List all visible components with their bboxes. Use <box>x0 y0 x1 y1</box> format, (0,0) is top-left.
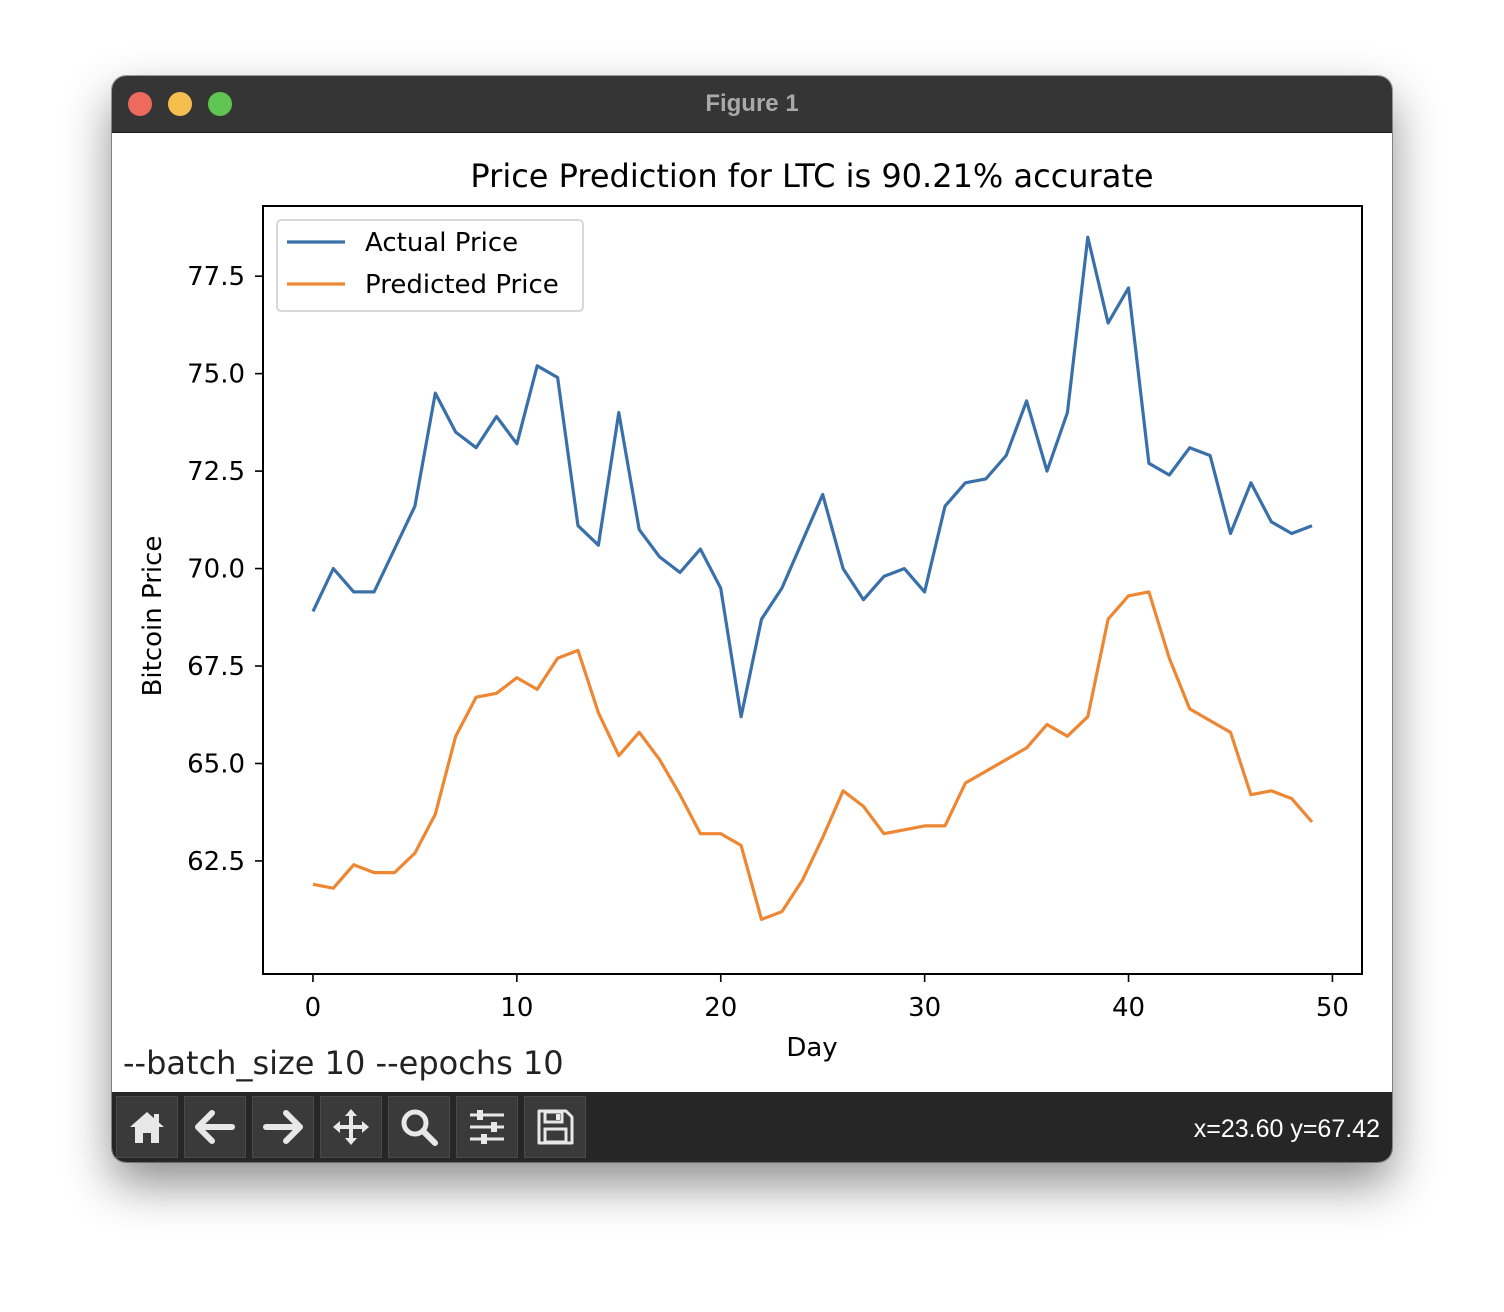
x-axis-label: Day <box>786 1033 837 1063</box>
window-title: Figure 1 <box>705 90 799 117</box>
back-arrow-icon <box>195 1110 235 1144</box>
back-button[interactable] <box>184 1096 246 1158</box>
legend-box <box>276 219 584 312</box>
legend: Actual Price Predicted Price <box>276 219 584 312</box>
y-tick-label: 77.5 <box>187 262 245 292</box>
x-tick-label: 40 <box>1112 993 1145 1023</box>
x-tick-label: 10 <box>500 993 533 1023</box>
pan-icon <box>333 1109 369 1145</box>
figure-window: Figure 1 Price Prediction for LTC is 90.… <box>112 76 1392 1162</box>
navigation-toolbar: x=23.60 y=67.42 <box>112 1092 1392 1162</box>
forward-arrow-icon <box>263 1110 303 1144</box>
command-line-args-note: --batch_size 10 --epochs 10 <box>123 1044 564 1082</box>
zoom-button[interactable] <box>388 1096 450 1158</box>
y-tick-label: 65.0 <box>187 749 245 779</box>
predicted-price-line <box>312 590 1314 922</box>
legend-label: Actual Price <box>365 228 518 258</box>
save-icon <box>537 1109 574 1145</box>
y-tick-label: 62.5 <box>187 847 245 877</box>
zoom-window-button[interactable] <box>208 92 232 116</box>
zoom-icon <box>401 1109 438 1146</box>
minimize-window-button[interactable] <box>168 92 192 116</box>
forward-button[interactable] <box>252 1096 314 1158</box>
legend-label: Predicted Price <box>365 270 559 300</box>
actual-price-line <box>311 235 1313 719</box>
line-chart: Price Prediction for LTC is 90.21% accur… <box>138 157 1363 1063</box>
pan-button[interactable] <box>320 1096 382 1158</box>
configure-subplots-button[interactable] <box>456 1096 518 1158</box>
home-button[interactable] <box>116 1096 178 1158</box>
figure-canvas[interactable]: Price Prediction for LTC is 90.21% accur… <box>112 133 1392 1092</box>
configure-subplots-icon <box>470 1110 504 1144</box>
x-tick-label: 20 <box>704 993 737 1023</box>
y-tick-label: 67.5 <box>187 652 245 682</box>
cursor-coordinates: x=23.60 y=67.42 <box>1193 1115 1380 1143</box>
home-icon <box>130 1112 164 1143</box>
y-tick-label: 75.0 <box>187 360 245 390</box>
x-tick-label: 30 <box>908 993 941 1023</box>
y-tick-label: 70.0 <box>187 555 245 585</box>
save-button[interactable] <box>524 1096 586 1158</box>
chart-title: Price Prediction for LTC is 90.21% accur… <box>470 157 1153 195</box>
plot-area-frame <box>262 205 1363 975</box>
x-tick-label: 50 <box>1316 993 1349 1023</box>
y-axis-label: Bitcoin Price <box>138 536 168 697</box>
y-tick-label: 72.5 <box>187 457 245 487</box>
title-bar: Figure 1 <box>112 76 1392 133</box>
x-tick-label: 0 <box>305 993 322 1023</box>
close-window-button[interactable] <box>128 92 152 116</box>
